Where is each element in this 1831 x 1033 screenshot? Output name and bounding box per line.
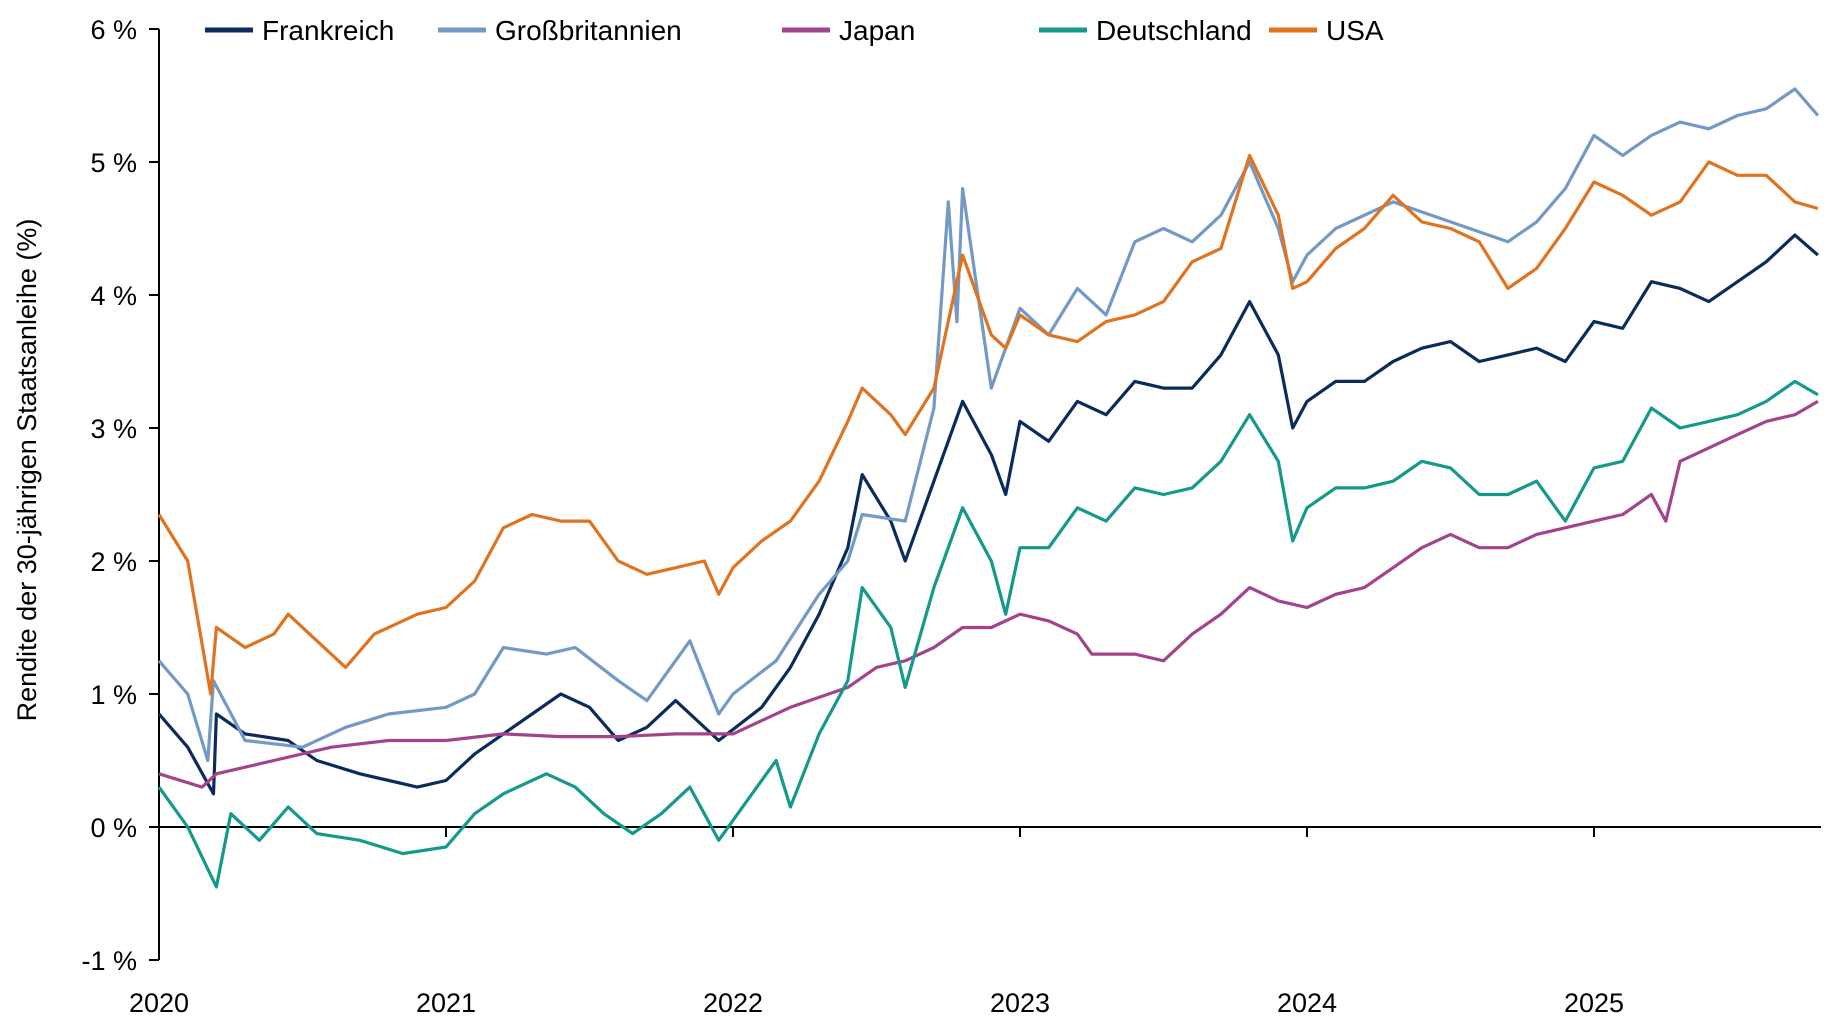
y-axis: 6 % 5 % 4 % 3 % 2 % 1 % 0 % -1 % (81, 15, 160, 976)
y-tick-label: 6 % (90, 15, 137, 45)
y-tick-label: 4 % (90, 281, 137, 311)
legend: Frankreich Großbritannien Japan Deutschland… (205, 15, 1384, 46)
series-line-usa (157, 153, 1819, 696)
x-tick-label: 2023 (990, 988, 1050, 1018)
series-line-frankreich (157, 233, 1819, 796)
x-tick-label: 2021 (416, 988, 476, 1018)
x-tick-label: 2025 (1564, 988, 1624, 1018)
y-tick-label: 5 % (90, 148, 137, 178)
y-tick-label: 1 % (90, 680, 137, 710)
x-tick-label: 2022 (703, 988, 763, 1018)
x-axis: 2020 2021 2022 2023 2024 2025 (129, 826, 1821, 1018)
series-line-großbritannien (157, 87, 1820, 763)
legend-label: Deutschland (1096, 15, 1252, 46)
y-axis-title: Rendite der 30-jährigen Staatsanleihe (%… (12, 219, 42, 722)
x-tick-label: 2024 (1277, 988, 1337, 1018)
series-group (157, 87, 1820, 889)
x-tick-label: 2020 (129, 988, 189, 1018)
legend-label: Frankreich (262, 15, 394, 46)
legend-label: USA (1326, 15, 1384, 46)
y-tick-label: -1 % (81, 946, 137, 976)
y-tick-label: 3 % (90, 414, 137, 444)
legend-label: Japan (839, 15, 915, 46)
legend-label: Großbritannien (495, 15, 682, 46)
series-line-japan (158, 400, 1819, 789)
y-tick-label: 0 % (90, 813, 137, 843)
series-line-deutschland (157, 379, 1819, 889)
y-tick-label: 2 % (90, 547, 137, 577)
